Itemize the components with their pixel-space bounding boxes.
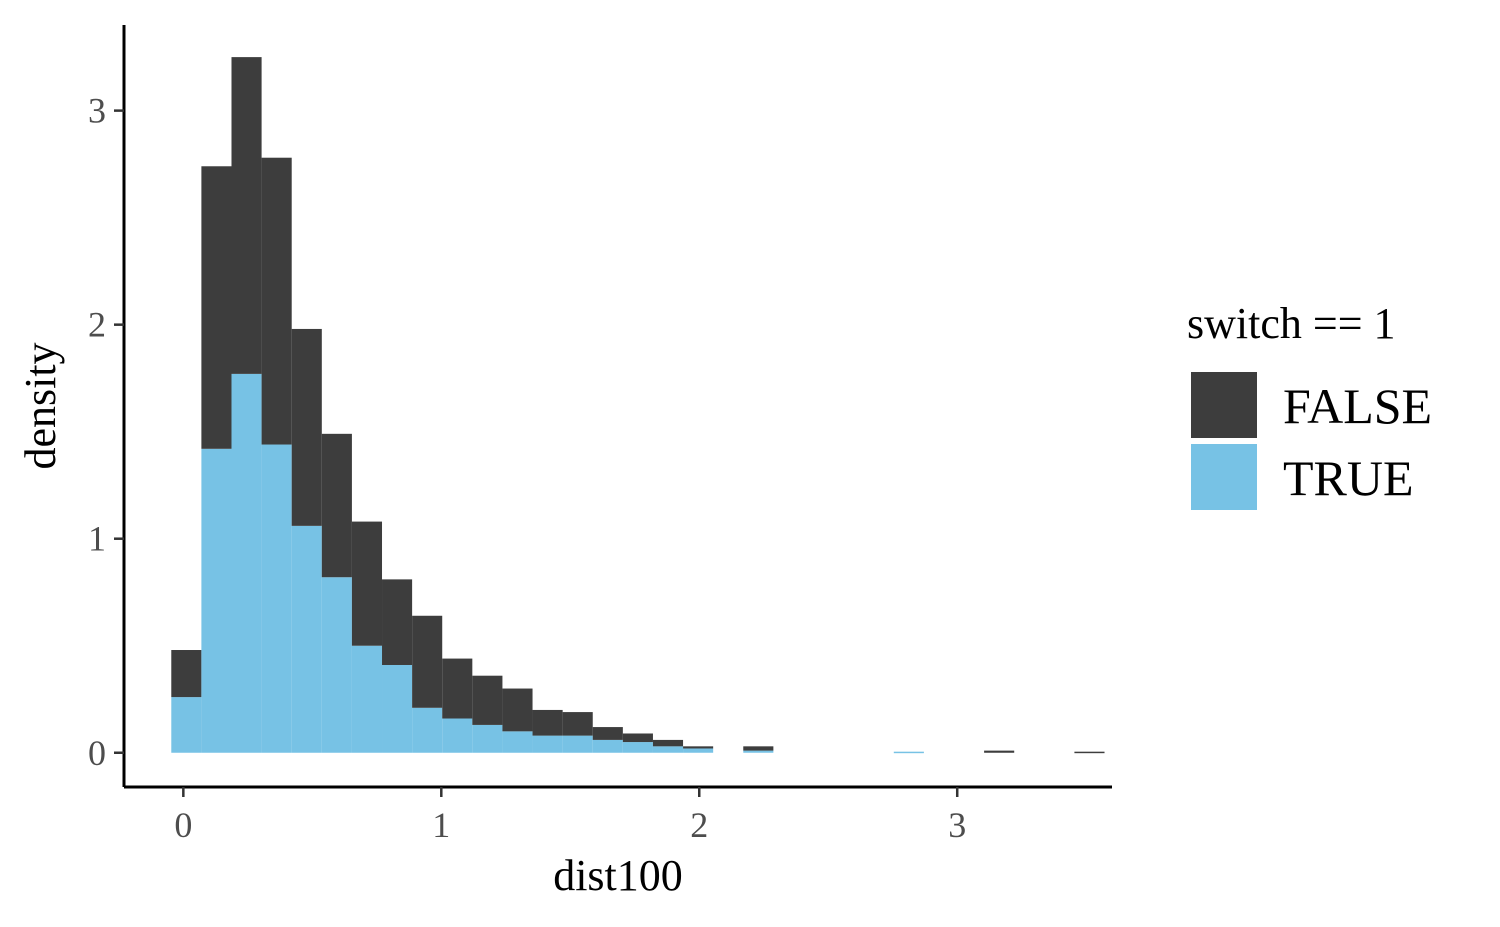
bar-false-10 — [472, 675, 503, 725]
bar-true-7 — [382, 664, 413, 753]
bar-true-4 — [291, 525, 322, 753]
y-tick-label-0: 0 — [88, 733, 106, 773]
bar-false-1 — [201, 166, 232, 449]
bar-true-10 — [472, 724, 503, 753]
bar-false-30 — [1074, 751, 1105, 754]
bar-false-27 — [984, 750, 1015, 753]
bars-layer — [171, 57, 1105, 754]
bar-false-4 — [291, 328, 322, 526]
bar-true-13 — [562, 735, 593, 753]
bar-false-6 — [351, 521, 383, 646]
bar-false-19 — [743, 746, 774, 751]
bar-true-11 — [502, 731, 533, 753]
bar-true-14 — [592, 739, 623, 753]
bar-false-14 — [592, 727, 623, 740]
legend-title: switch == 1 — [1187, 299, 1396, 348]
bar-true-12 — [532, 735, 563, 753]
legend: switch == 1 FALSE TRUE — [1187, 299, 1432, 510]
bar-false-8 — [412, 615, 443, 708]
y-axis-title: density — [16, 342, 65, 469]
bar-true-17 — [683, 748, 714, 753]
bar-false-13 — [562, 712, 593, 736]
x-tick-label-2: 2 — [690, 805, 708, 845]
x-ticks: 0 1 2 3 — [174, 787, 966, 845]
legend-swatch-false — [1191, 372, 1257, 438]
legend-label-false: FALSE — [1283, 378, 1432, 434]
bar-true-8 — [412, 707, 443, 753]
bar-false-12 — [532, 709, 563, 736]
legend-swatch-true — [1191, 444, 1257, 510]
bar-true-9 — [442, 718, 473, 753]
bar-true-1 — [201, 448, 232, 753]
y-tick-label-1: 1 — [88, 519, 106, 559]
bar-true-5 — [321, 577, 352, 753]
bar-true-15 — [622, 742, 653, 753]
bar-false-0 — [171, 650, 202, 698]
bar-true-2 — [231, 373, 262, 753]
y-tick-label-2: 2 — [88, 305, 106, 345]
legend-items: FALSE TRUE — [1191, 372, 1432, 510]
bar-false-3 — [261, 157, 292, 445]
bar-false-17 — [683, 746, 714, 749]
bar-false-16 — [652, 739, 684, 747]
x-tick-label-0: 0 — [174, 805, 192, 845]
bar-false-11 — [502, 688, 533, 732]
bar-true-16 — [652, 746, 684, 753]
bar-true-0 — [171, 697, 202, 753]
bar-true-19 — [743, 750, 774, 753]
x-tick-label-3: 3 — [948, 805, 966, 845]
bar-false-9 — [442, 658, 473, 719]
bar-false-2 — [231, 57, 262, 374]
bar-false-7 — [382, 579, 413, 665]
bar-false-15 — [622, 733, 653, 743]
bar-true-24 — [893, 751, 924, 754]
y-tick-label-3: 3 — [88, 91, 106, 131]
bar-true-6 — [351, 645, 383, 753]
x-axis-title: dist100 — [553, 851, 683, 900]
bar-false-5 — [321, 433, 352, 578]
x-tick-label-1: 1 — [432, 805, 450, 845]
y-ticks: 0 1 2 3 — [88, 91, 124, 773]
bar-true-3 — [261, 444, 292, 753]
legend-label-true: TRUE — [1283, 450, 1414, 506]
